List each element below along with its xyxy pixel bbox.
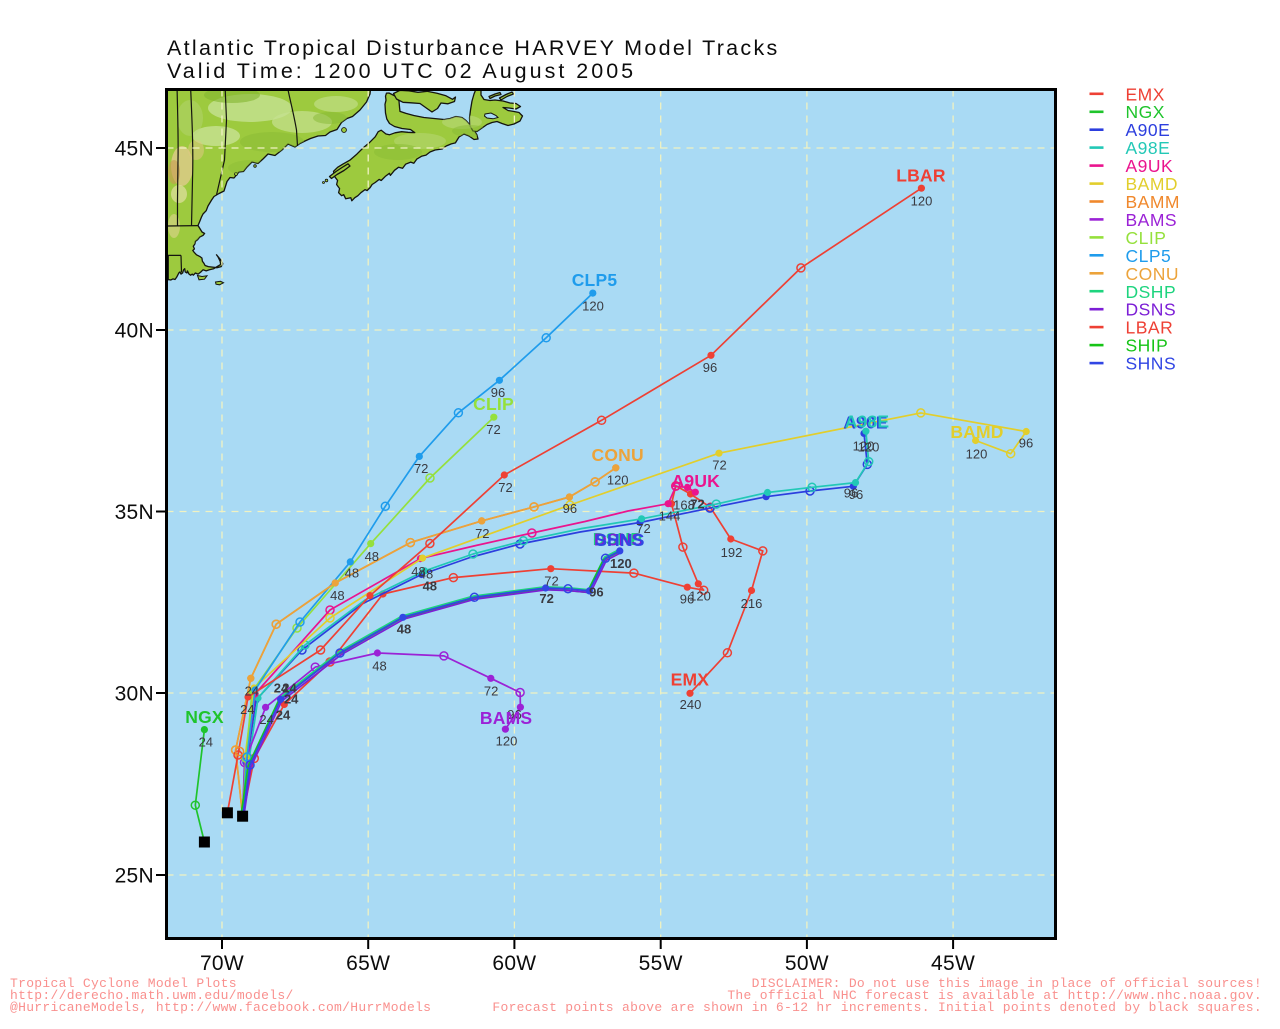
svg-text:96: 96	[563, 501, 577, 516]
svg-text:45W: 45W	[931, 952, 975, 975]
svg-text:Valid Time: 1200 UTC 02 August: Valid Time: 1200 UTC 02 August 2005	[167, 59, 636, 83]
svg-text:EMX: EMX	[1126, 84, 1165, 104]
svg-text:48: 48	[345, 566, 359, 581]
svg-text:DSNS: DSNS	[594, 530, 643, 550]
svg-text:240: 240	[680, 697, 702, 712]
svg-text:120: 120	[610, 556, 632, 571]
svg-text:48: 48	[330, 588, 344, 603]
svg-text:144: 144	[659, 509, 681, 524]
svg-text:A9UK: A9UK	[1126, 156, 1174, 176]
svg-text:NGX: NGX	[1126, 102, 1165, 122]
svg-text:24: 24	[245, 684, 259, 699]
svg-text:24: 24	[274, 681, 289, 696]
svg-text:72: 72	[475, 526, 489, 541]
svg-text:25N: 25N	[115, 865, 154, 888]
svg-text:48: 48	[372, 659, 386, 674]
svg-text:DSHP: DSHP	[593, 529, 643, 549]
svg-text:http://derecho.math.uwm.edu/mo: http://derecho.math.uwm.edu/models/	[10, 988, 294, 1003]
svg-text:72: 72	[414, 461, 428, 476]
svg-text:A98E: A98E	[1126, 138, 1171, 158]
svg-text:24: 24	[282, 681, 297, 696]
svg-text:CLP5: CLP5	[1126, 246, 1172, 266]
svg-text:LBAR: LBAR	[896, 166, 946, 186]
svg-text:EMX: EMX	[671, 670, 710, 690]
svg-text:48: 48	[365, 549, 379, 564]
svg-text:A98E: A98E	[845, 412, 890, 432]
svg-text:96: 96	[849, 487, 863, 502]
svg-text:BAMD: BAMD	[1126, 174, 1179, 194]
svg-text:96: 96	[491, 385, 505, 400]
svg-text:48: 48	[411, 564, 425, 579]
svg-text:BAMM: BAMM	[1126, 192, 1181, 212]
svg-text:216: 216	[741, 596, 763, 611]
svg-text:SHNS: SHNS	[1126, 354, 1177, 374]
svg-text:SHIP: SHIP	[1126, 336, 1169, 356]
svg-text:120: 120	[853, 439, 875, 454]
svg-text:72: 72	[484, 684, 498, 699]
svg-text:A90E: A90E	[1126, 120, 1171, 140]
svg-text:48: 48	[397, 622, 411, 637]
svg-text:@HurricaneModels, http://www.f: @HurricaneModels, http://www.facebook.co…	[10, 1000, 431, 1015]
svg-text:Forecast points above are show: Forecast points above are shown in 6-12 …	[492, 1000, 1262, 1015]
svg-text:120: 120	[689, 589, 711, 604]
svg-text:24: 24	[240, 702, 254, 717]
svg-text:72: 72	[712, 457, 726, 472]
svg-text:72: 72	[544, 574, 558, 589]
svg-text:30N: 30N	[115, 683, 154, 706]
svg-text:CONU: CONU	[1126, 264, 1180, 284]
svg-text:96: 96	[703, 360, 717, 375]
svg-text:96: 96	[680, 592, 694, 607]
svg-text:96: 96	[844, 486, 858, 501]
svg-text:168: 168	[673, 498, 695, 513]
svg-text:DSHP: DSHP	[1126, 282, 1177, 302]
svg-text:24: 24	[259, 712, 273, 727]
svg-text:The official NHC forecast is a: The official NHC forecast is available a…	[727, 988, 1262, 1003]
svg-text:24: 24	[284, 692, 299, 707]
svg-text:60W: 60W	[492, 952, 536, 975]
svg-text:72: 72	[539, 591, 553, 606]
svg-text:A9UK: A9UK	[672, 471, 721, 491]
svg-text:120: 120	[496, 734, 518, 749]
svg-text:BAMD: BAMD	[950, 422, 1003, 442]
svg-text:CLP5: CLP5	[572, 270, 618, 290]
svg-text:72: 72	[636, 521, 650, 536]
svg-text:24: 24	[199, 735, 213, 750]
svg-text:120: 120	[858, 440, 880, 455]
svg-text:65W: 65W	[346, 952, 390, 975]
svg-text:Tropical Cyclone Model Plots: Tropical Cyclone Model Plots	[10, 976, 237, 991]
svg-text:45N: 45N	[115, 138, 154, 161]
svg-text:LBAR: LBAR	[1126, 318, 1174, 338]
svg-text:35N: 35N	[115, 501, 154, 524]
svg-text:Atlantic Tropical Disturbance: Atlantic Tropical Disturbance HARVEY Mod…	[167, 36, 780, 60]
svg-text:72: 72	[690, 497, 704, 512]
svg-text:96: 96	[1019, 436, 1033, 451]
svg-text:192: 192	[721, 545, 743, 560]
svg-text:40N: 40N	[115, 320, 154, 343]
svg-text:72: 72	[498, 480, 512, 495]
svg-text:DSNS: DSNS	[1126, 300, 1177, 320]
svg-text:120: 120	[911, 194, 933, 209]
svg-text:50W: 50W	[785, 952, 829, 975]
svg-text:CONU: CONU	[592, 445, 644, 465]
svg-text:48: 48	[419, 567, 433, 582]
svg-text:CLIP: CLIP	[473, 394, 514, 414]
svg-text:96: 96	[507, 707, 521, 722]
svg-text:DISCLAIMER: Do not use this im: DISCLAIMER: Do not use this image in pla…	[752, 976, 1262, 991]
svg-text:BAMS: BAMS	[480, 708, 532, 728]
svg-text:CLIP: CLIP	[1126, 228, 1167, 248]
svg-text:55W: 55W	[639, 952, 683, 975]
svg-text:120: 120	[966, 447, 988, 462]
svg-text:NGX: NGX	[185, 707, 224, 727]
svg-text:70W: 70W	[200, 952, 244, 975]
svg-text:120: 120	[607, 473, 629, 488]
svg-text:120: 120	[582, 299, 604, 314]
svg-text:BAMS: BAMS	[1126, 210, 1178, 230]
svg-text:48: 48	[423, 578, 437, 593]
svg-text:A90E: A90E	[843, 413, 888, 433]
svg-text:SHNS: SHNS	[595, 530, 644, 550]
svg-text:72: 72	[486, 422, 500, 437]
svg-text:24: 24	[276, 708, 291, 723]
svg-text:96: 96	[589, 584, 603, 599]
